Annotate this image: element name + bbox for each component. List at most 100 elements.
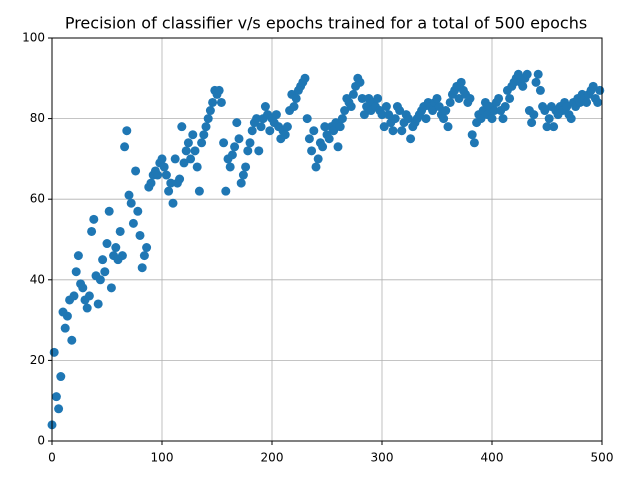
point [135,230,145,240]
point [168,198,178,208]
point [280,130,290,140]
point [346,102,356,112]
point [93,299,103,309]
point [188,130,198,140]
point [84,291,94,301]
point [522,69,532,79]
point [434,102,444,112]
point [454,93,464,103]
point [157,154,167,164]
point [170,154,180,164]
point [166,178,176,188]
point [337,114,347,124]
point [230,142,240,152]
point [465,93,475,103]
point [282,122,292,132]
point [175,174,185,184]
point [142,243,152,253]
point [395,106,405,116]
point [384,110,394,120]
point [197,138,207,148]
point [307,146,317,156]
point [183,138,193,148]
point [106,283,116,293]
point [164,186,174,196]
point [403,114,413,124]
point [232,118,242,128]
point [190,146,200,156]
point [219,138,229,148]
point [186,154,196,164]
point [60,323,70,333]
point [304,134,314,144]
x-tick-label: 300 [371,451,394,465]
point [562,102,572,112]
point [377,110,387,120]
point [335,122,345,132]
point [254,146,264,156]
point [100,267,110,277]
point [216,97,226,107]
point [445,97,455,107]
point [120,142,130,152]
point [498,114,508,124]
point [340,106,350,116]
point [566,114,576,124]
point [177,122,187,132]
y-tick-label: 0 [37,434,45,448]
point [439,114,449,124]
point [544,114,554,124]
point [265,126,275,136]
point [247,126,257,136]
point [199,130,209,140]
point [381,102,391,112]
point [379,122,389,132]
point [432,93,442,103]
point [95,275,105,285]
point [355,77,365,87]
point [513,69,523,79]
point [533,69,543,79]
point [324,134,334,144]
point [126,198,136,208]
point [252,114,262,124]
point [456,77,466,87]
point [73,251,83,261]
point [179,158,189,168]
point [208,97,218,107]
plot-frame [51,37,603,442]
point [467,130,477,140]
point [531,77,541,87]
point [489,106,499,116]
point [357,93,367,103]
point [476,114,486,124]
point [487,114,497,124]
point [289,102,299,112]
point [260,102,270,112]
point [243,146,253,156]
point [236,178,246,188]
x-tick-label: 400 [481,451,504,465]
point [320,122,330,132]
point [49,347,59,357]
point [192,162,202,172]
point [527,118,537,128]
point [153,170,163,180]
point [593,97,603,107]
point [221,186,231,196]
point [390,114,400,124]
point [443,122,453,132]
point [469,138,479,148]
point [500,102,510,112]
point [542,122,552,132]
point [359,110,369,120]
point [159,162,169,172]
y-tick-label: 20 [30,353,45,367]
point [181,146,191,156]
point [397,126,407,136]
point [329,126,339,136]
point [582,97,592,107]
point [128,218,138,228]
